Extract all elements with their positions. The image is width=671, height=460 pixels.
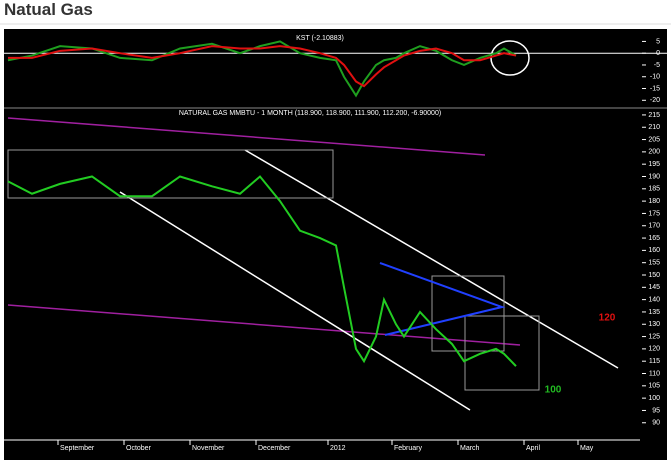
y-tick-label: 175 bbox=[648, 210, 660, 217]
trend-line bbox=[7, 117, 486, 156]
y-tick-label: 160 bbox=[648, 247, 660, 254]
trend-line bbox=[7, 304, 521, 346]
range-box bbox=[7, 149, 334, 199]
y-tick-label: 100 bbox=[648, 395, 660, 402]
y-tick-label: 5 bbox=[656, 38, 660, 45]
x-tick-label: September bbox=[60, 445, 95, 452]
y-tick-label: 165 bbox=[648, 235, 660, 242]
series-line bbox=[7, 40, 517, 98]
y-tick-label: -5 bbox=[654, 62, 660, 69]
annotation: 100 bbox=[545, 385, 562, 396]
panel-title: KST (-2.10883) bbox=[296, 35, 344, 42]
y-tick-label: 130 bbox=[648, 321, 660, 328]
y-tick-label: 185 bbox=[648, 186, 660, 193]
series-line bbox=[8, 45, 517, 88]
drawing-tools bbox=[7, 40, 619, 411]
x-tick-label: November bbox=[192, 445, 225, 452]
y-tick-label: 110 bbox=[649, 370, 660, 377]
y-tick-label: 90 bbox=[652, 420, 660, 427]
x-tick-label: October bbox=[126, 445, 152, 452]
y-tick-label: 215 bbox=[648, 112, 660, 119]
y-tick-label: 150 bbox=[648, 272, 660, 279]
range-box bbox=[464, 315, 540, 391]
y-tick-label: 125 bbox=[648, 333, 660, 340]
annotation: 120 bbox=[599, 313, 616, 324]
y-tick-label: 210 bbox=[648, 124, 660, 131]
x-tick-label: December bbox=[258, 445, 291, 452]
y-tick-label: -10 bbox=[650, 74, 660, 81]
y-tick-label: 120 bbox=[648, 346, 660, 353]
x-tick-label: May bbox=[580, 445, 594, 452]
y-tick-label: 170 bbox=[648, 223, 660, 230]
y-tick-label: 145 bbox=[648, 284, 660, 291]
x-tick-label: March bbox=[460, 445, 480, 452]
y-tick-label: 190 bbox=[648, 173, 660, 180]
series-line bbox=[7, 175, 517, 367]
y-tick-label: 140 bbox=[648, 296, 660, 303]
y-tick-label: 205 bbox=[648, 136, 660, 143]
y-tick-label: 105 bbox=[648, 383, 660, 390]
y-tick-label: 155 bbox=[648, 260, 660, 267]
x-tick-label: 2012 bbox=[330, 445, 346, 452]
y-tick-label: 115 bbox=[649, 358, 660, 365]
y-tick-label: -20 bbox=[650, 97, 660, 104]
triangle-pattern bbox=[379, 262, 506, 336]
trend-line bbox=[244, 149, 619, 369]
y-tick-label: 180 bbox=[648, 198, 660, 205]
y-tick-label: 200 bbox=[648, 149, 660, 156]
y-tick-label: 135 bbox=[648, 309, 660, 316]
y-tick-label: 195 bbox=[648, 161, 660, 168]
x-tick-label: April bbox=[526, 445, 540, 452]
y-tick-label: 95 bbox=[652, 407, 660, 414]
panel-title: NATURAL GAS MMBTU - 1 MONTH (118.900, 11… bbox=[179, 110, 441, 117]
trend-line bbox=[119, 191, 471, 411]
x-tick-label: February bbox=[394, 445, 423, 452]
y-tick-label: -15 bbox=[650, 85, 660, 92]
range-box bbox=[431, 275, 505, 352]
page-title: Natual Gas bbox=[4, 0, 93, 19]
